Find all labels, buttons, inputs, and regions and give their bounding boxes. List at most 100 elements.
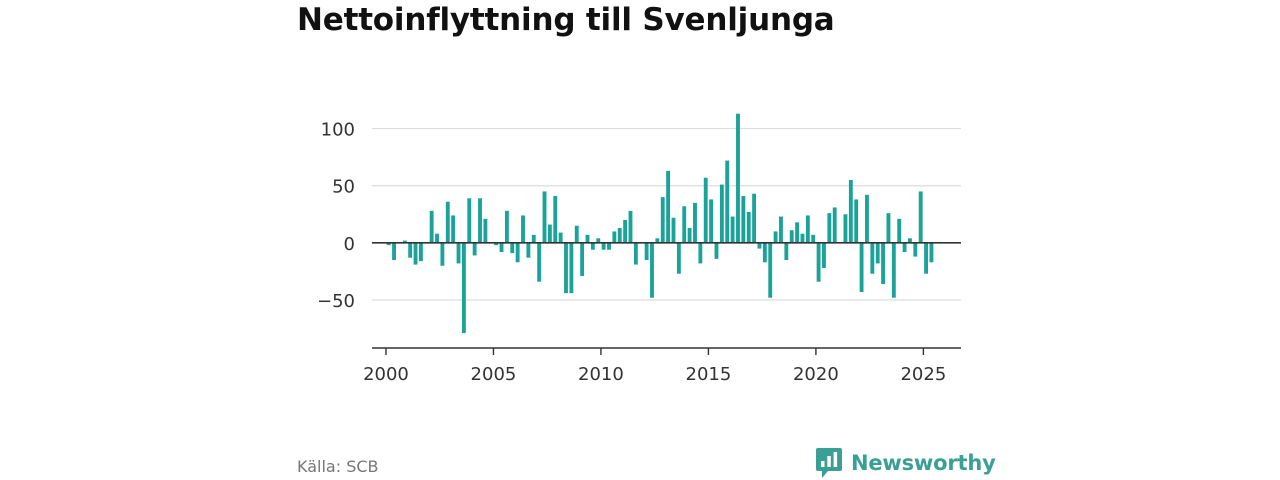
bar bbox=[612, 231, 617, 243]
bar bbox=[483, 218, 488, 243]
x-tick-label: 2000 bbox=[363, 364, 409, 385]
bar bbox=[467, 198, 472, 243]
bar bbox=[746, 212, 751, 243]
bar bbox=[924, 242, 929, 274]
bar bbox=[418, 242, 423, 262]
chart-title: Nettoinflyttning till Svenljunga bbox=[297, 2, 835, 38]
bar bbox=[569, 242, 574, 294]
bar bbox=[499, 242, 504, 252]
bar bbox=[521, 215, 525, 243]
bar bbox=[805, 215, 810, 243]
bar bbox=[547, 224, 552, 243]
bar bbox=[875, 242, 880, 264]
bar bbox=[671, 217, 676, 243]
axis-ticks: 100 50 0 −50 2000 2005 2010 2015 2020 2025 bbox=[317, 120, 946, 385]
bar bbox=[644, 242, 649, 260]
bar bbox=[510, 242, 515, 254]
bar bbox=[633, 242, 638, 265]
bar bbox=[698, 242, 703, 264]
bar bbox=[719, 184, 724, 243]
bar bbox=[703, 177, 708, 243]
bar bbox=[494, 242, 499, 246]
bar bbox=[848, 180, 853, 243]
bar bbox=[822, 242, 826, 268]
bar bbox=[881, 242, 886, 284]
bar bbox=[752, 193, 757, 243]
bar bbox=[660, 197, 665, 243]
bar bbox=[800, 233, 805, 243]
bar bbox=[515, 242, 520, 263]
bar bbox=[650, 242, 654, 298]
y-tick-label: 0 bbox=[344, 234, 355, 255]
bar bbox=[628, 210, 633, 243]
bar bbox=[537, 242, 542, 282]
bar bbox=[870, 242, 875, 274]
bar bbox=[564, 242, 568, 294]
x-tick-label: 2015 bbox=[686, 364, 732, 385]
bar bbox=[392, 242, 396, 260]
bar bbox=[709, 199, 714, 243]
bar bbox=[741, 196, 746, 243]
bar bbox=[891, 242, 896, 298]
bar bbox=[795, 222, 800, 243]
newsworthy-logo-icon bbox=[816, 448, 842, 478]
bar bbox=[580, 242, 585, 276]
bar bbox=[902, 242, 907, 252]
x-tick-label: 2025 bbox=[900, 364, 946, 385]
bar bbox=[402, 240, 407, 243]
bar bbox=[736, 113, 740, 243]
bar bbox=[435, 233, 439, 243]
x-tick-label: 2005 bbox=[471, 364, 517, 385]
bar bbox=[789, 230, 794, 243]
bar bbox=[811, 234, 816, 243]
bar bbox=[472, 242, 477, 256]
bar bbox=[542, 191, 547, 243]
source-note: Källa: SCB bbox=[297, 457, 379, 476]
bar bbox=[440, 242, 445, 266]
bar bbox=[585, 234, 590, 243]
bar bbox=[666, 170, 671, 243]
brand-name: Newsworthy bbox=[851, 451, 996, 475]
x-tick-label: 2010 bbox=[578, 364, 624, 385]
bar bbox=[590, 242, 595, 250]
bar bbox=[693, 202, 697, 243]
bar bbox=[843, 214, 848, 243]
bar bbox=[757, 242, 762, 249]
bar bbox=[607, 242, 611, 250]
bar bbox=[897, 218, 902, 243]
bar bbox=[908, 238, 912, 243]
bar bbox=[456, 242, 461, 264]
bar bbox=[865, 194, 869, 243]
bar bbox=[784, 242, 789, 260]
bar bbox=[461, 242, 466, 334]
bar bbox=[886, 213, 891, 243]
bar bbox=[859, 242, 864, 292]
bar bbox=[413, 242, 418, 265]
bar bbox=[617, 228, 622, 243]
y-tick-label: 100 bbox=[321, 120, 355, 141]
bar bbox=[386, 242, 391, 246]
x-tick-label: 2020 bbox=[793, 364, 839, 385]
bar bbox=[574, 225, 579, 243]
bar bbox=[526, 242, 531, 258]
bar bbox=[601, 242, 606, 250]
bar bbox=[558, 232, 563, 243]
bar bbox=[445, 201, 450, 243]
bar bbox=[655, 238, 660, 243]
y-tick-label: 50 bbox=[332, 177, 355, 198]
bar bbox=[854, 199, 859, 243]
bar bbox=[832, 207, 837, 243]
brand-logo[interactable]: Newsworthy bbox=[815, 446, 996, 480]
bar bbox=[553, 196, 558, 243]
bar bbox=[676, 242, 681, 274]
bar bbox=[918, 191, 923, 243]
bar bbox=[762, 242, 767, 263]
bar bbox=[408, 242, 413, 258]
bar bbox=[773, 231, 778, 243]
bar bbox=[929, 242, 934, 263]
y-tick-label: −50 bbox=[317, 291, 355, 312]
bar bbox=[714, 242, 719, 259]
bar bbox=[779, 216, 783, 243]
bar bbox=[682, 206, 687, 243]
